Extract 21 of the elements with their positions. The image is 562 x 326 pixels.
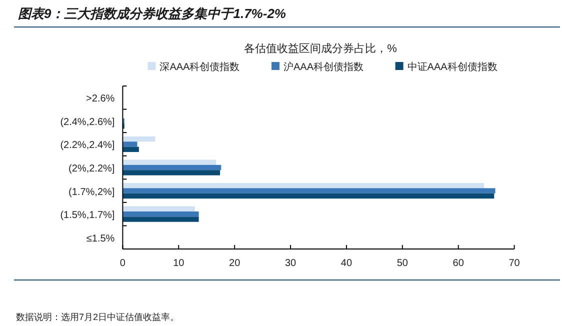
text: 数据说明：选用7月2日中证估值收益率。 xyxy=(16,312,180,322)
legend-label: 深AAA科创债指数 xyxy=(160,61,240,73)
x-tick-label: 40 xyxy=(340,258,352,269)
legend-label: 沪AAA科创债指数 xyxy=(284,61,364,73)
x-tick-label: 20 xyxy=(229,258,241,269)
y-tick-label: (1.5%,1.7%] xyxy=(60,210,115,222)
title: 图表9：三大指数成分券收益多集中于1.7%-2% xyxy=(18,6,286,21)
x-tick-label: 30 xyxy=(284,258,297,269)
y-tick-label: ≤1.5% xyxy=(86,233,115,244)
x-tick-label: 60 xyxy=(452,258,464,269)
y-tick-label: (2.2%,2.4%] xyxy=(60,140,115,152)
y-tick-label: (1.7%,2%] xyxy=(68,186,115,198)
x-tick-label: 0 xyxy=(120,258,126,269)
y-tick-label: (2%,2.2%] xyxy=(68,164,115,174)
y-tick-label: >2.6% xyxy=(86,94,115,105)
legend-label: 中证AAA科创债指数 xyxy=(407,61,498,73)
x-tick-label: 70 xyxy=(508,258,520,269)
y-tick-label: (2.4%,2.6%] xyxy=(60,116,115,128)
x-tick-label: 50 xyxy=(396,258,408,269)
x-tick-label: 10 xyxy=(173,258,185,269)
chart-subtitle: 各估值收益区间成分券占比，% xyxy=(244,42,398,55)
